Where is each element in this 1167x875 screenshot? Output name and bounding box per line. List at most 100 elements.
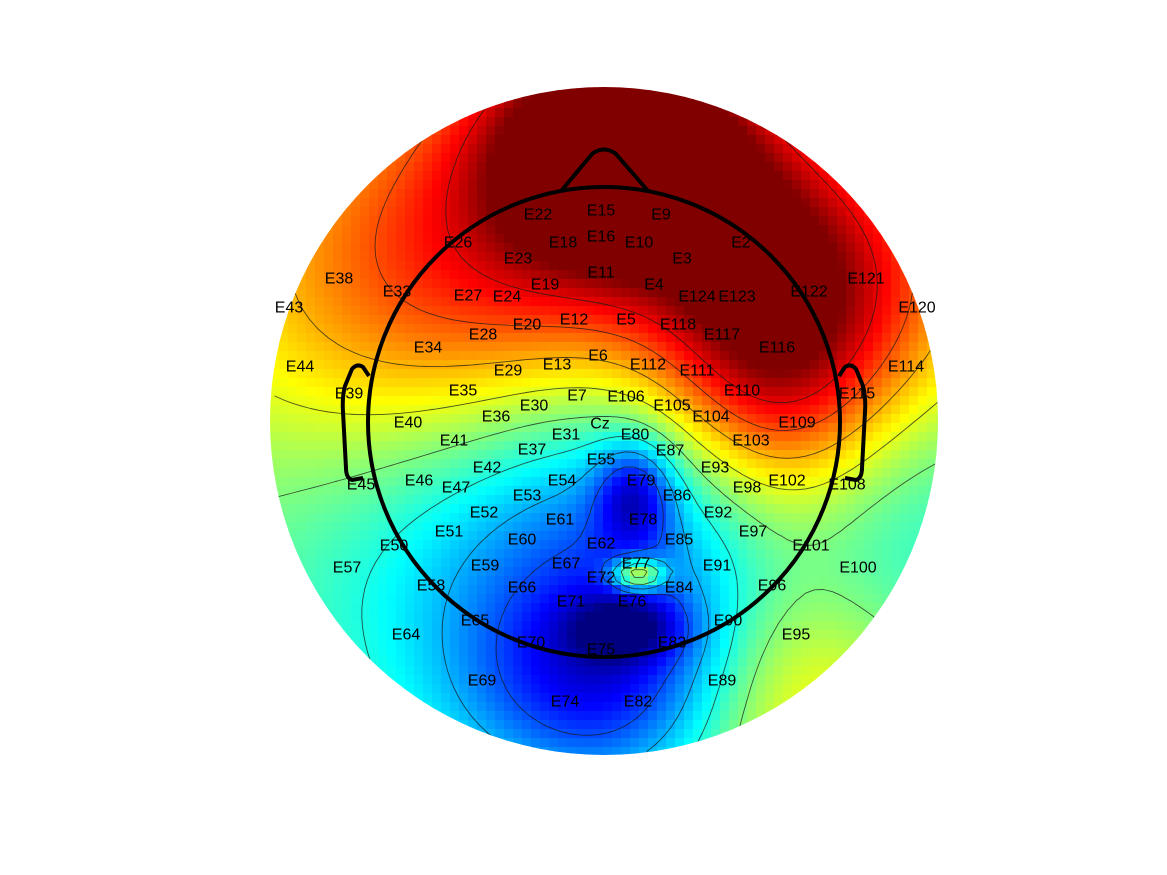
heat-cell bbox=[315, 432, 325, 442]
heat-cell bbox=[576, 657, 586, 667]
heat-cell bbox=[603, 297, 613, 307]
heat-cell bbox=[558, 432, 568, 442]
heat-cell bbox=[450, 693, 460, 703]
electrode-label: E2 bbox=[731, 235, 751, 252]
heat-cell bbox=[459, 729, 469, 739]
heat-cell bbox=[342, 585, 352, 595]
heat-cell bbox=[729, 126, 739, 136]
heat-cell bbox=[540, 306, 550, 316]
heat-cell bbox=[621, 351, 631, 361]
heat-cell bbox=[432, 666, 442, 676]
heat-cell bbox=[648, 324, 658, 334]
heat-cell bbox=[657, 522, 667, 532]
heat-cell bbox=[900, 432, 910, 442]
heat-cell bbox=[333, 486, 343, 496]
heat-cell bbox=[918, 414, 928, 424]
heat-cell bbox=[315, 243, 325, 253]
heat-cell bbox=[405, 612, 415, 622]
heat-cell bbox=[342, 567, 352, 577]
heat-cell bbox=[612, 126, 622, 136]
heat-cell bbox=[432, 126, 442, 136]
heat-cell bbox=[369, 180, 379, 190]
heat-cell bbox=[855, 486, 865, 496]
heat-cell bbox=[468, 252, 478, 262]
heat-cell bbox=[459, 333, 469, 343]
heat-cell bbox=[891, 252, 901, 262]
heat-cell bbox=[504, 612, 514, 622]
heat-cell bbox=[693, 234, 703, 244]
heat-cell bbox=[666, 108, 676, 118]
heat-cell bbox=[468, 216, 478, 226]
heat-cell bbox=[801, 144, 811, 154]
heat-cell bbox=[576, 360, 586, 370]
heat-cell bbox=[720, 576, 730, 586]
heat-cell bbox=[630, 468, 640, 478]
heat-cell bbox=[414, 225, 424, 235]
heat-cell bbox=[603, 747, 613, 755]
electrode-label: E110 bbox=[724, 383, 760, 400]
heat-cell bbox=[846, 423, 856, 433]
heat-cell bbox=[666, 126, 676, 136]
heat-cell bbox=[630, 216, 640, 226]
heat-cell bbox=[567, 504, 577, 514]
heat-cell bbox=[666, 225, 676, 235]
heat-cell bbox=[342, 360, 352, 370]
heat-cell bbox=[585, 603, 595, 613]
heat-cell bbox=[513, 360, 523, 370]
heat-cell bbox=[585, 126, 595, 136]
heat-cell bbox=[855, 531, 865, 541]
heat-cell bbox=[450, 126, 460, 136]
heat-cell bbox=[909, 432, 919, 442]
heat-cell bbox=[729, 261, 739, 271]
heat-cell bbox=[900, 477, 910, 487]
heat-cell bbox=[774, 162, 784, 172]
heat-cell bbox=[702, 666, 712, 676]
heat-cell bbox=[720, 189, 730, 199]
heat-cell bbox=[621, 207, 631, 217]
heat-cell bbox=[396, 234, 406, 244]
heat-cell bbox=[909, 531, 919, 541]
heat-cell bbox=[531, 594, 541, 604]
heat-cell bbox=[621, 729, 631, 739]
heat-cell bbox=[369, 531, 379, 541]
heat-cell bbox=[882, 477, 892, 487]
heat-cell bbox=[495, 135, 505, 145]
heat-cell bbox=[675, 585, 685, 595]
heat-cell bbox=[387, 333, 397, 343]
heat-cell bbox=[486, 171, 496, 181]
heat-cell bbox=[342, 504, 352, 514]
heat-cell bbox=[378, 360, 388, 370]
heat-cell bbox=[576, 585, 586, 595]
heat-cell bbox=[531, 99, 541, 109]
heat-cell bbox=[603, 216, 613, 226]
heat-cell bbox=[702, 108, 712, 118]
heat-cell bbox=[756, 180, 766, 190]
heat-cell bbox=[873, 558, 883, 568]
heat-cell bbox=[621, 531, 631, 541]
heat-cell bbox=[306, 414, 316, 424]
heat-cell bbox=[738, 315, 748, 325]
heat-cell bbox=[351, 306, 361, 316]
electrode-label: E67 bbox=[552, 556, 581, 573]
heat-cell bbox=[414, 657, 424, 667]
heat-cell bbox=[288, 558, 298, 568]
heat-cell bbox=[495, 585, 505, 595]
heat-cell bbox=[387, 630, 397, 640]
heat-cell bbox=[459, 423, 469, 433]
heat-cell bbox=[657, 414, 667, 424]
heat-cell bbox=[360, 504, 370, 514]
heat-cell bbox=[360, 180, 370, 190]
heat-cell bbox=[747, 207, 757, 217]
heat-cell bbox=[450, 477, 460, 487]
heat-cell bbox=[648, 87, 658, 91]
heat-cell bbox=[603, 630, 613, 640]
heat-cell bbox=[801, 513, 811, 523]
heat-cell bbox=[846, 189, 856, 199]
heat-cell bbox=[882, 549, 892, 559]
heat-cell bbox=[396, 315, 406, 325]
heat-cell bbox=[549, 387, 559, 397]
heat-cell bbox=[711, 459, 721, 469]
heat-cell bbox=[513, 585, 523, 595]
heat-cell bbox=[702, 171, 712, 181]
heat-cell bbox=[450, 405, 460, 415]
